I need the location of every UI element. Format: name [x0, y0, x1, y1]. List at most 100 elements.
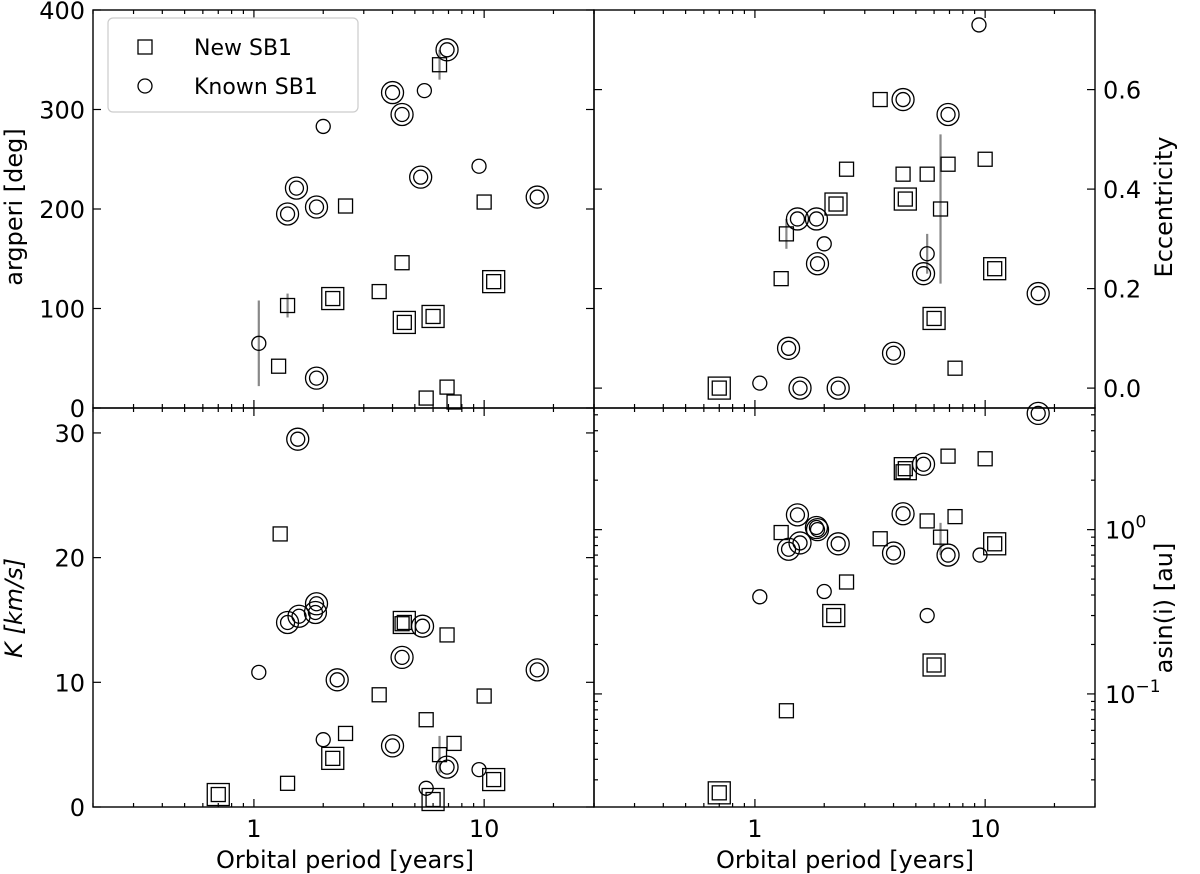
circle-marker: [275, 202, 300, 226]
circle-marker: [972, 547, 988, 563]
circle-marker: [384, 738, 401, 754]
square-marker: [977, 451, 993, 467]
data-point: [439, 379, 455, 395]
data-point: [707, 781, 731, 805]
data-point: [337, 725, 354, 742]
square-marker: [926, 657, 942, 673]
square-marker: [476, 194, 492, 210]
data-point: [936, 543, 960, 567]
circle-marker: [308, 370, 325, 386]
axes-frame: [593, 9, 1096, 409]
data-point: [439, 627, 455, 643]
circle-marker: [384, 84, 401, 101]
square-marker: [893, 187, 917, 211]
circle-marker: [529, 662, 545, 678]
y-tick-label: 100: [1105, 513, 1146, 545]
circle-marker: [251, 335, 267, 351]
square-marker: [940, 156, 956, 172]
square-marker: [482, 269, 506, 294]
circle-marker: [805, 252, 830, 276]
data-point: [446, 394, 462, 410]
data-point: [947, 508, 963, 525]
axes-frame: [593, 407, 1096, 808]
data-point: [895, 166, 911, 182]
x-tick-label: 10: [469, 815, 500, 843]
circle-marker: [885, 545, 902, 561]
data-point: [707, 376, 731, 400]
square-marker: [321, 286, 345, 311]
legend: New SB1 Known SB1: [107, 17, 359, 113]
square-marker: [270, 358, 287, 374]
circle-marker: [809, 521, 826, 538]
square-marker: [895, 464, 911, 480]
data-point: [206, 782, 230, 807]
data-point: [895, 464, 911, 480]
circle-marker: [919, 607, 935, 624]
square-marker: [895, 166, 911, 182]
data-point: [816, 583, 832, 600]
square-marker: [396, 614, 412, 631]
data-point: [471, 761, 487, 778]
data-point: [977, 151, 993, 167]
circle-marker: [1026, 401, 1050, 426]
data-point: [778, 218, 795, 249]
y-tick-label: 0: [70, 395, 85, 423]
data-point: [1026, 281, 1050, 306]
data-point: [275, 202, 300, 226]
data-point: [304, 592, 329, 616]
circle-marker: [390, 645, 414, 670]
square-marker: [392, 610, 416, 635]
square-marker: [826, 607, 842, 624]
data-point: [390, 645, 414, 670]
circle-marker: [808, 519, 825, 536]
data-point: [251, 664, 267, 680]
x-tick-label: 1: [246, 815, 261, 843]
circle-marker: [290, 431, 306, 447]
data-point: [392, 610, 416, 635]
data-point: [872, 531, 888, 547]
data-point: [972, 547, 988, 563]
circle-marker: [251, 664, 267, 680]
square-marker: [897, 461, 913, 477]
y-tick-label: 0.4: [1103, 176, 1141, 204]
data-point: [911, 262, 936, 286]
y-tick-label: 10−1: [1105, 677, 1161, 709]
data-point: [304, 366, 329, 390]
circle-marker: [308, 199, 325, 215]
circle-marker: [416, 82, 433, 99]
data-point: [922, 653, 946, 677]
square-marker: [711, 785, 727, 801]
data-point: [471, 158, 487, 174]
data-point: [482, 767, 506, 792]
data-point: [788, 531, 812, 555]
legend-label-known-sb1: Known SB1: [194, 75, 318, 100]
data-point: [392, 310, 416, 335]
square-marker: [392, 310, 416, 335]
data-point: [826, 376, 850, 400]
data-point: [776, 336, 801, 360]
data-point: [410, 614, 435, 638]
data-point: [476, 688, 492, 704]
square-marker: [210, 786, 226, 803]
circle-marker: [752, 375, 768, 391]
circle-marker: [1030, 285, 1046, 302]
data-point: [872, 91, 888, 108]
square-marker: [337, 198, 354, 214]
circle-marker: [826, 376, 850, 400]
data-point: [891, 87, 915, 112]
data-point: [416, 82, 433, 99]
square-marker: [486, 771, 502, 788]
circle-marker: [936, 102, 960, 127]
circle-marker: [792, 535, 808, 551]
circle-marker: [394, 106, 410, 123]
circle-marker: [315, 732, 331, 748]
circle-marker: [792, 380, 808, 396]
circle-marker: [911, 452, 936, 476]
square-marker: [893, 457, 917, 481]
square-marker: [206, 782, 230, 807]
data-point: [891, 502, 915, 526]
circle-marker: [414, 618, 431, 634]
circle-marker: [304, 366, 329, 390]
circle-marker: [409, 165, 433, 189]
